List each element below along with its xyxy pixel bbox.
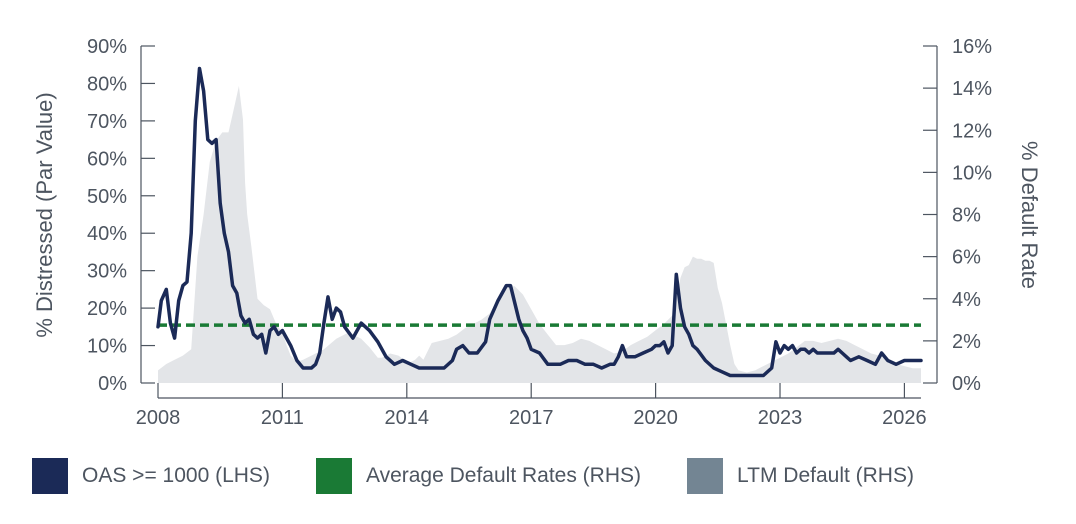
legend: OAS >= 1000 (LHS) Average Default Rates … <box>32 458 960 494</box>
oas-line-layer <box>156 66 923 378</box>
x-tick-label: 2014 <box>385 407 430 429</box>
y-right-tick-label: 8% <box>952 205 981 227</box>
y-right-tick-label: 2% <box>952 331 981 353</box>
x-tick-label: 2023 <box>758 407 803 429</box>
y-right-tick-label: 6% <box>952 247 981 269</box>
x-tick-label: 2011 <box>261 407 304 429</box>
y-left-tick-label: 70% <box>87 111 127 133</box>
legend-swatch-oas <box>32 458 68 494</box>
x-tick-label: 2017 <box>509 407 554 429</box>
y-left-tick-label: 50% <box>87 186 127 208</box>
x-tick-label: 2008 <box>136 407 181 429</box>
y-axis-right-title: % Default Rate <box>1017 141 1042 289</box>
axes <box>140 45 938 399</box>
ltm-default-area <box>158 86 921 383</box>
y-right-tick-label: 4% <box>952 289 981 311</box>
y-left-tick-label: 10% <box>87 336 127 358</box>
y-right-tick-label: 10% <box>952 162 992 184</box>
oas-line <box>156 66 923 378</box>
y-left-tick-label: 30% <box>87 261 127 283</box>
y-right-tick-label: 14% <box>952 78 992 100</box>
legend-item-ltm-default: LTM Default (RHS) <box>687 458 914 494</box>
y-left-tick-label: 80% <box>87 73 127 95</box>
y-left-tick-label: 40% <box>87 223 127 245</box>
legend-label-ltm-default: LTM Default (RHS) <box>737 464 914 487</box>
chart: 0% 10% 20% 30% 40% 50% 60% 70% 80% 90% 0% 2% 4% 6% 8% 1… <box>32 36 1042 429</box>
legend-swatch-average-default <box>315 458 352 494</box>
x-tick-label: 2020 <box>633 407 678 429</box>
y-left-tick-label: 60% <box>87 148 127 170</box>
y-axis-left-title: % Distressed (Par Value) <box>32 92 57 337</box>
y-right-tick-label: 16% <box>952 36 992 58</box>
legend-label-average-default: Average Default Rates (RHS) <box>365 464 641 487</box>
y-left-tick-label: 20% <box>87 298 127 320</box>
legend-item-average-default: Average Default Rates (RHS) <box>315 458 641 494</box>
tick-labels: 0% 10% 20% 30% 40% 50% 60% 70% 80% 90% 0% 2% 4% 6% 8% 1… <box>87 36 992 429</box>
y-left-tick-label: 90% <box>87 36 127 58</box>
legend-item-oas: OAS >= 1000 (LHS) <box>32 458 270 494</box>
legend-swatch-ltm-default <box>687 458 723 494</box>
y-left-tick-label: 0% <box>98 373 127 395</box>
y-right-tick-label: 0% <box>952 373 981 395</box>
legend-label-oas: OAS >= 1000 (LHS) <box>82 464 270 487</box>
y-right-tick-label: 12% <box>952 120 992 142</box>
ltm-default-area-layer <box>158 86 921 383</box>
x-tick-label: 2026 <box>882 407 927 429</box>
